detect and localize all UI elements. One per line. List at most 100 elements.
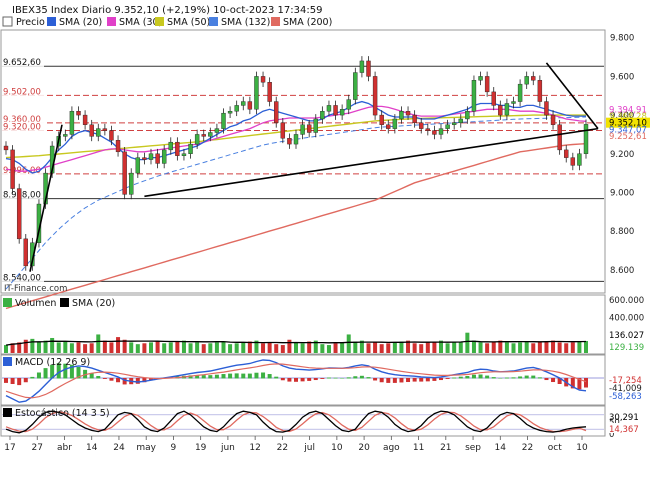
volume-bar <box>419 344 424 353</box>
candle-body <box>313 118 318 133</box>
macd-histogram-bar <box>346 377 351 379</box>
macd-legend: MACD (12 26 9) <box>3 357 90 368</box>
macd-histogram-bar <box>142 378 147 383</box>
candle-body <box>353 72 358 100</box>
macd-histogram-bar <box>551 378 556 383</box>
macd-plot: -17,254-41,009-58,263 <box>2 359 642 403</box>
volume-bar <box>491 341 496 353</box>
macd-histogram-bar <box>577 378 582 390</box>
candle-body <box>267 82 272 102</box>
volume-bar <box>518 342 523 353</box>
volume-bar <box>69 343 74 353</box>
macd-histogram-bar <box>135 378 140 384</box>
candle-body <box>392 118 398 129</box>
volume-bar <box>544 341 549 353</box>
volume-bar <box>524 341 529 353</box>
volume-bar <box>50 337 55 353</box>
candle-body <box>155 153 160 164</box>
candle-body <box>10 149 15 189</box>
volume-bar <box>353 341 358 353</box>
volume-bar <box>23 339 28 353</box>
candle-body <box>194 134 200 145</box>
macd-histogram-bar <box>214 374 219 379</box>
price-y-tick: 9.000 <box>610 188 634 198</box>
volume-bar <box>181 340 186 353</box>
macd-histogram-bar <box>524 375 529 379</box>
legend-sma30-label: SMA (30) <box>119 17 162 28</box>
trendline-support <box>144 127 599 198</box>
volume-right-label: 136.027 <box>609 331 644 341</box>
chart-title: IBEX35 Index Diario 9.352,10 (+2,19%) 10… <box>12 5 322 16</box>
x-axis-tick-label: 14 <box>495 443 507 453</box>
price-right-label: 9.394,91 <box>609 105 647 115</box>
volume-bar <box>17 342 22 353</box>
volume-bar <box>531 343 536 353</box>
macd-right-label: -17,254 <box>609 376 642 386</box>
candle-body <box>320 111 325 120</box>
volume-bar <box>162 343 167 353</box>
candle-body <box>537 80 543 102</box>
price-level-label: 9.320,00 <box>3 123 41 133</box>
legend-stochastic-label: Estocástico (14 3 5) <box>15 408 110 419</box>
macd-signal-line <box>5 363 587 399</box>
volume-bar <box>228 344 233 353</box>
price-right-label: 9.352,10 <box>609 119 647 129</box>
volume-bar <box>83 344 88 353</box>
volume-bar <box>221 341 226 353</box>
x-axis-tick-label: 27 <box>32 443 43 453</box>
trendline-rebound <box>29 124 63 272</box>
macd-histogram-bar <box>498 378 503 379</box>
macd-histogram-bar <box>425 378 430 382</box>
candle-body <box>247 101 253 110</box>
price-level-label-bg <box>2 272 44 283</box>
legend-sma200-label: SMA (200) <box>283 17 332 28</box>
stochastic-panel <box>0 405 606 437</box>
candle-body <box>161 149 167 164</box>
macd-right-label: -41,009 <box>609 384 642 394</box>
candle-body <box>214 128 220 133</box>
candle-body <box>564 149 569 158</box>
volume-legend: Volumen SMA (20) <box>3 298 115 309</box>
candle-body <box>471 80 477 112</box>
macd-histogram-bar <box>69 364 74 379</box>
stochastic-right-box <box>606 423 650 433</box>
price-right-label: 9.252,61 <box>609 132 647 142</box>
legend-sma132-label: SMA (132) <box>221 17 270 28</box>
macd-histogram-bar <box>313 378 318 381</box>
candle-body <box>122 151 127 195</box>
candle-body <box>201 134 206 137</box>
macd-histogram-bar <box>300 378 305 382</box>
watermark: IT-Finance.com <box>4 284 67 294</box>
candle-body <box>577 153 582 166</box>
volume-bar <box>30 338 35 353</box>
candle-body <box>333 105 338 116</box>
volume-bar <box>89 343 94 353</box>
volume-bar <box>452 342 457 353</box>
macd-histogram-bar <box>570 378 575 389</box>
candle-body <box>96 128 101 137</box>
macd-histogram-bar <box>63 363 68 379</box>
x-axis-tick-label: may <box>136 443 156 453</box>
volume-bar <box>458 341 463 353</box>
macd-histogram-bar <box>359 375 364 379</box>
candle-body <box>419 122 424 129</box>
candle-body <box>109 130 114 141</box>
volume-bar <box>195 342 200 353</box>
macd-histogram-bar <box>254 372 259 379</box>
legend-macd-label: MACD (12 26 9) <box>15 357 90 368</box>
candle-body <box>241 101 246 106</box>
price-level-label: 9.652,60 <box>3 58 41 68</box>
legend-sma200-swatch <box>271 17 280 26</box>
volume-bar <box>122 339 127 353</box>
price-y-tick: 9.600 <box>610 72 634 82</box>
macd-histogram-bar <box>221 374 226 379</box>
volume-bar <box>386 343 391 353</box>
volume-bar <box>511 343 516 353</box>
macd-histogram-bar <box>280 378 285 381</box>
volume-bar <box>326 345 331 353</box>
macd-histogram-bar <box>50 364 55 379</box>
macd-histogram-bar <box>89 372 94 379</box>
volume-bar <box>333 343 338 353</box>
